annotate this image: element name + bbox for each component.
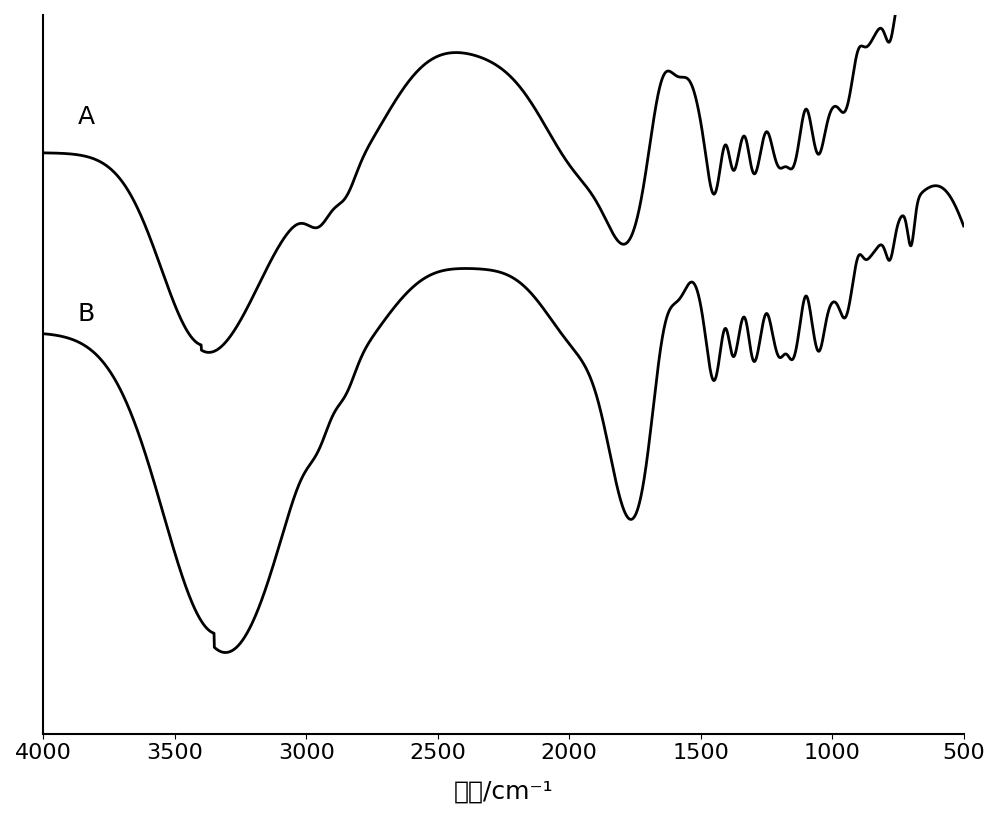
Text: A: A (78, 105, 95, 129)
Text: B: B (78, 302, 95, 327)
X-axis label: 波数/cm⁻¹: 波数/cm⁻¹ (454, 780, 553, 804)
